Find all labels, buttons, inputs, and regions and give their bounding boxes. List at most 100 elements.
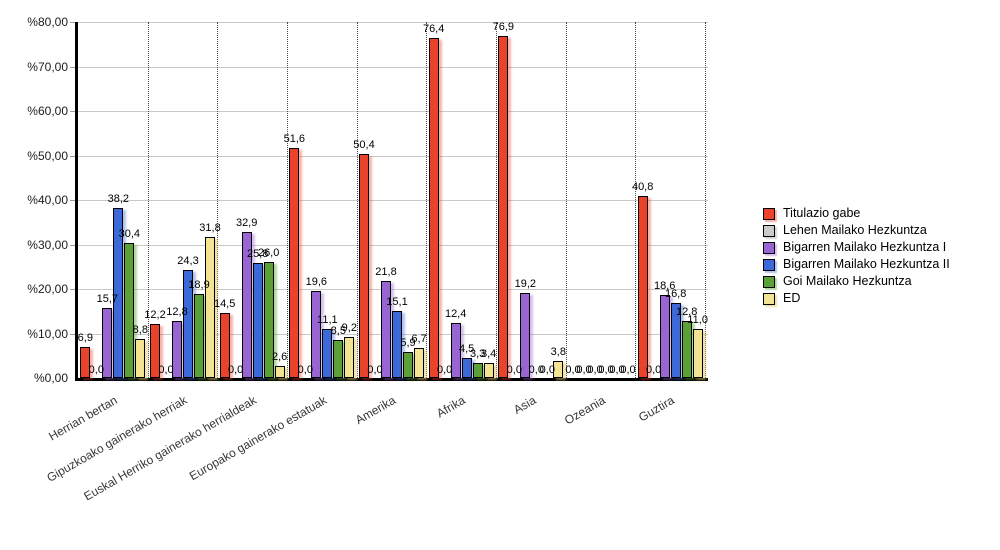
bar-value-label: 6,9 bbox=[77, 332, 93, 345]
bar-value-label: 0,0 bbox=[539, 364, 555, 376]
bar-1-6 bbox=[428, 38, 439, 378]
bar-value-label: 6,7 bbox=[411, 333, 427, 346]
gridline-horizontal bbox=[78, 244, 708, 246]
bar-value-label: 14,5 bbox=[213, 298, 236, 311]
gridline-vertical-dotted bbox=[565, 22, 567, 378]
bar-value-label: 3,8 bbox=[550, 346, 566, 359]
bar-4-5 bbox=[392, 310, 402, 378]
bar-4-3 bbox=[252, 263, 263, 378]
x-axis-category-label: Guztira bbox=[636, 393, 678, 425]
bar-value-label: 12,4 bbox=[444, 307, 467, 320]
plot-area: 6,9 0,0 15,7 38,2 30,4 8,8 12,2 0,0 12,8 24,3 18,9… bbox=[70, 21, 708, 381]
bar-value-label: 16,8 bbox=[664, 288, 687, 301]
y-axis-tick-label: %70,00 bbox=[27, 59, 68, 74]
y-axis-tick-label: %0,00 bbox=[33, 371, 68, 385]
gridline-horizontal bbox=[78, 289, 708, 290]
bar-1-3 bbox=[219, 313, 230, 378]
bar-value-label: 25,8 bbox=[246, 248, 269, 261]
bar-value-label: 19,6 bbox=[305, 275, 328, 288]
y-axis-tick-mark bbox=[70, 244, 75, 246]
bar-value-label: 2,6 bbox=[272, 351, 288, 364]
legend-swatch bbox=[763, 241, 775, 254]
gridline-vertical-dotted bbox=[635, 22, 637, 378]
bar-value-label: 0,0 bbox=[576, 364, 592, 376]
bar-value-label: 19,2 bbox=[514, 277, 537, 290]
bar-value-label: 21,8 bbox=[375, 266, 397, 278]
x-axis-category-label: Afrika bbox=[434, 393, 469, 421]
gridline-vertical-dotted bbox=[426, 22, 428, 378]
gridline-horizontal bbox=[78, 111, 708, 112]
legend-item: Bigarren Mailako Hezkuntza I bbox=[763, 241, 950, 254]
bar-value-label: 0,0 bbox=[528, 364, 544, 376]
legend-item: Bigarren Mailako Hezkuntza II bbox=[763, 258, 950, 271]
y-axis-tick-mark bbox=[70, 22, 75, 23]
bar-6-6 bbox=[483, 362, 494, 378]
bar-value-label: 12,8 bbox=[166, 306, 188, 319]
bar-value-label: 3,3 bbox=[470, 348, 486, 361]
bar-value-label: 12,8 bbox=[675, 306, 698, 319]
x-axis-category-label: Ozeania bbox=[561, 393, 608, 428]
legend-swatch bbox=[763, 224, 775, 237]
bar-value-label: 3,4 bbox=[481, 347, 497, 360]
bar-6-4 bbox=[344, 337, 355, 378]
bar-value-label: 9,2 bbox=[341, 322, 357, 335]
bar-6-2 bbox=[205, 236, 215, 378]
bar-value-label: 0,0 bbox=[367, 364, 383, 376]
bar-6-5 bbox=[414, 348, 424, 378]
bar-3-9 bbox=[659, 295, 670, 378]
bar-6-7 bbox=[553, 361, 564, 378]
legend-item: Titulazio gabe bbox=[763, 207, 950, 220]
bar-value-label: 18,9 bbox=[188, 278, 210, 291]
bar-value-label: 0,0 bbox=[228, 364, 244, 376]
bar-1-1 bbox=[80, 347, 91, 378]
bar-1-2 bbox=[150, 323, 160, 378]
bar-5-2 bbox=[194, 293, 204, 378]
bar-4-4 bbox=[322, 328, 333, 378]
bar-value-label: 0,0 bbox=[158, 364, 174, 376]
y-axis-tick-label: %40,00 bbox=[27, 193, 68, 207]
bar-1-4 bbox=[289, 148, 300, 378]
x-axis-category-label: Asia bbox=[510, 393, 538, 417]
bar-6-3 bbox=[274, 366, 285, 378]
legend-label: ED bbox=[783, 291, 801, 305]
bar-3-3 bbox=[241, 231, 252, 378]
y-axis-tick-label: %50,00 bbox=[27, 148, 68, 163]
legend-label: Lehen Mailako Hezkuntza bbox=[783, 223, 927, 237]
legend-label: Goi Mailako Hezkuntza bbox=[783, 274, 912, 288]
bar-value-label: 0,0 bbox=[587, 364, 603, 376]
bar-value-label: 8,5 bbox=[330, 325, 346, 338]
bar-5-6 bbox=[472, 363, 483, 378]
bar-3-7 bbox=[520, 292, 531, 378]
y-axis-tick-label: %10,00 bbox=[27, 326, 68, 341]
bar-5-3 bbox=[263, 262, 274, 378]
legend: Titulazio gabe Lehen Mailako Hezkuntza Big… bbox=[763, 207, 950, 309]
bar-value-label: 0,0 bbox=[297, 364, 313, 376]
bar-value-label: 11,0 bbox=[687, 314, 708, 327]
y-axis-tick-mark bbox=[70, 111, 75, 112]
legend-label: Bigarren Mailako Hezkuntza I bbox=[783, 240, 947, 254]
y-axis-tick-mark bbox=[70, 66, 75, 68]
bar-3-5 bbox=[381, 281, 391, 378]
y-axis-tick-mark bbox=[70, 333, 75, 335]
legend-swatch bbox=[763, 258, 775, 271]
legend-swatch bbox=[763, 292, 775, 305]
bar-value-label: 0,0 bbox=[609, 364, 625, 376]
bar-value-label: 18,6 bbox=[653, 280, 676, 293]
bar-value-label: 0,0 bbox=[437, 364, 453, 376]
x-axis-category-label: Europako gainerako estatuak bbox=[186, 393, 329, 484]
bar-value-label: 26,0 bbox=[257, 247, 280, 260]
bar-value-label: 4,5 bbox=[459, 342, 475, 355]
bar-3-2 bbox=[172, 321, 182, 378]
legend-swatch bbox=[763, 275, 775, 288]
gridline-vertical-dotted bbox=[496, 22, 497, 378]
bar-value-label: 38,2 bbox=[107, 193, 130, 206]
legend-label: Bigarren Mailako Hezkuntza II bbox=[783, 257, 950, 271]
bar-value-label: 11,1 bbox=[317, 313, 338, 326]
gridline-vertical-dotted bbox=[705, 22, 706, 378]
bar-5-5 bbox=[403, 351, 413, 378]
legend-label: Titulazio gabe bbox=[783, 206, 861, 220]
gridline-vertical-dotted bbox=[217, 22, 219, 378]
legend-swatch bbox=[763, 207, 775, 220]
bar-value-label: 51,6 bbox=[283, 133, 306, 146]
bar-1-5 bbox=[359, 153, 369, 378]
